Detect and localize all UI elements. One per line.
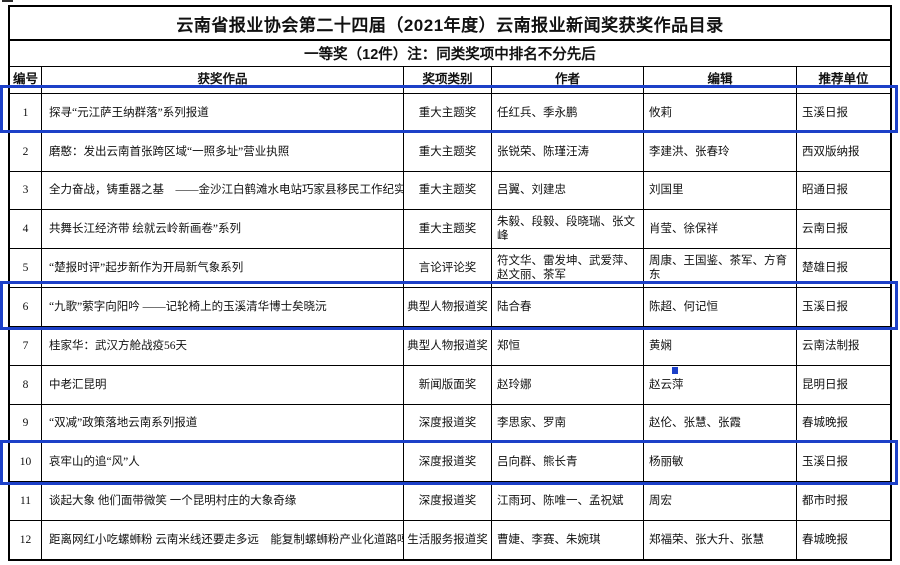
cell-authors: 曹婕、李赛、朱婉琪 xyxy=(492,521,644,559)
table-body: 1 探寻“元江萨王纳群落”系列报道 重大主题奖 任红兵、季永鹏 攸莉 玉溪日报 … xyxy=(10,94,890,559)
cell-category: 深度报道奖 xyxy=(404,443,492,482)
scan-artifact xyxy=(2,0,13,2)
cell-authors: 任红兵、季永鹏 xyxy=(492,94,644,132)
cell-editors: 赵伦、张慧、张霞 xyxy=(644,404,797,443)
cell-no: 11 xyxy=(10,482,42,521)
cell-authors: 朱毅、段毅、段晓瑞、张文峰 xyxy=(492,210,644,249)
cell-category: 生活服务报道奖 xyxy=(404,521,492,559)
cell-no: 8 xyxy=(10,365,42,404)
cell-unit: 春城晚报 xyxy=(802,417,848,430)
table-row: 9 “双减”政策落地云南系列报道 深度报道奖 李思家、罗南 赵伦、张慧、张霞 春… xyxy=(10,404,890,444)
table-row: 2 磨憨：发出云南首张跨区域“一照多址”营业执照 重大主题奖 张锐荣、陈瑾汪涛 … xyxy=(10,132,890,172)
cell-authors: 张锐荣、陈瑾汪涛 xyxy=(492,132,644,171)
cell-work: 谈起大象 他们面带微笑 一个昆明村庄的大象奇缘 xyxy=(42,482,404,521)
table-row: 7 桂家华：武汉方舱战疫56天 典型人物报道奖 郑恒 黄娴 云南法制报 xyxy=(10,326,890,366)
cell-authors: 符文华、雷发坤、武爱萍、赵文丽、茶军 xyxy=(492,249,644,288)
cell-no: 3 xyxy=(10,171,42,210)
cell-unit: 玉溪日报 xyxy=(802,456,848,469)
cell-work: 中老汇昆明 xyxy=(42,365,404,404)
page-title: 云南省报业协会第二十四届（2021年度）云南报业新闻奖获奖作品目录 xyxy=(10,7,890,41)
table-row: 11 谈起大象 他们面带微笑 一个昆明村庄的大象奇缘 深度报道奖 江雨珂、陈唯一… xyxy=(10,482,890,522)
cell-no: 10 xyxy=(10,443,42,482)
cell-authors: 陆合春 xyxy=(492,288,644,326)
table-header-row: 编号 获奖作品 奖项类别 作者 编辑 推荐单位 xyxy=(10,67,890,94)
cell-no: 6 xyxy=(10,288,42,326)
table-row: 3 全力奋战，铸重器之基 ——金沙江白鹤滩水电站巧家县移民工作纪实 重大主题奖 … xyxy=(10,171,890,211)
cell-editors: 赵云萍 xyxy=(644,365,797,404)
table-row: 1 探寻“元江萨王纳群落”系列报道 重大主题奖 任红兵、季永鹏 攸莉 玉溪日报 xyxy=(10,94,890,133)
col-header-editors: 编辑 xyxy=(644,67,797,93)
col-header-work: 获奖作品 xyxy=(42,67,404,93)
cell-unit: 春城晚报 xyxy=(802,533,848,546)
cell-editors: 周宏 xyxy=(644,482,797,521)
cell-work: 桂家华：武汉方舱战疫56天 xyxy=(42,326,404,365)
cell-work: 全力奋战，铸重器之基 ——金沙江白鹤滩水电站巧家县移民工作纪实 xyxy=(42,171,404,210)
cell-unit: 楚雄日报 xyxy=(802,262,848,275)
cell-editors: 刘国里 xyxy=(644,171,797,210)
section-subtitle: 一等奖（12件）注：同类奖项中排名不分先后 xyxy=(10,41,890,67)
cell-no: 9 xyxy=(10,404,42,443)
cell-editors: 攸莉 xyxy=(644,94,797,132)
cell-unit: 都市时报 xyxy=(802,495,848,507)
cell-category: 典型人物报道奖 xyxy=(404,326,492,365)
table-row: 6 “九歌”萦字向阳吟 ——记轮椅上的玉溪清华博士矣晓沅 典型人物报道奖 陆合春… xyxy=(10,288,890,327)
cell-unit: 玉溪日报 xyxy=(802,300,848,313)
cell-unit: 玉溪日报 xyxy=(802,106,848,119)
cell-category: 言论评论奖 xyxy=(404,249,492,288)
cell-authors: 李思家、罗南 xyxy=(492,404,644,443)
cell-work: 探寻“元江萨王纳群落”系列报道 xyxy=(42,94,404,132)
table-row: 5 “楚报时评”起步新作为开局新气象系列 言论评论奖 符文华、雷发坤、武爱萍、赵… xyxy=(10,249,890,289)
cell-authors: 江雨珂、陈唯一、孟祝斌 xyxy=(492,482,644,521)
table-row: 12 距离网红小吃螺蛳粉 云南米线还要走多远 能复制螺蛳粉产业化道路吗？ 生活服… xyxy=(10,521,890,559)
col-header-unit: 推荐单位 xyxy=(818,72,869,87)
cell-category: 典型人物报道奖 xyxy=(404,288,492,326)
cell-authors: 吕向群、熊长青 xyxy=(492,443,644,482)
cell-work: 哀牢山的追“风”人 xyxy=(42,443,404,482)
cell-category: 重大主题奖 xyxy=(404,210,492,249)
awards-table: 云南省报业协会第二十四届（2021年度）云南报业新闻奖获奖作品目录 一等奖（12… xyxy=(8,5,892,561)
cell-category: 新闻版面奖 xyxy=(404,365,492,404)
cell-work: “双减”政策落地云南系列报道 xyxy=(42,404,404,443)
cell-work: 距离网红小吃螺蛳粉 云南米线还要走多远 能复制螺蛳粉产业化道路吗？ xyxy=(42,521,404,559)
cell-no: 7 xyxy=(10,326,42,365)
col-header-no: 编号 xyxy=(10,67,42,93)
cell-work: 磨憨：发出云南首张跨区域“一照多址”营业执照 xyxy=(42,132,404,171)
cell-editors: 郑福荣、张大升、张慧 xyxy=(644,521,797,559)
cell-editors: 周康、王国鉴、茶军、方育东 xyxy=(644,249,797,288)
cell-unit: 昭通日报 xyxy=(802,184,848,197)
cell-category: 重大主题奖 xyxy=(404,94,492,132)
cell-unit: 西双版纳报 xyxy=(802,145,860,158)
cell-category: 重大主题奖 xyxy=(404,171,492,210)
cell-unit: 云南日报 xyxy=(802,223,848,236)
cell-authors: 赵玲娜 xyxy=(492,365,644,404)
table-row: 4 共舞长江经济带 绘就云岭新画卷”系列 重大主题奖 朱毅、段毅、段晓瑞、张文峰… xyxy=(10,210,890,250)
cell-editors: 杨丽敏 xyxy=(644,443,797,482)
cell-work: “楚报时评”起步新作为开局新气象系列 xyxy=(42,249,404,288)
cell-no: 4 xyxy=(10,210,42,249)
table-row: 10 哀牢山的追“风”人 深度报道奖 吕向群、熊长青 杨丽敏 玉溪日报 xyxy=(10,443,890,483)
cell-authors: 吕翼、刘建忠 xyxy=(492,171,644,210)
cell-authors: 郑恒 xyxy=(492,326,644,365)
cell-category: 深度报道奖 xyxy=(404,404,492,443)
cell-unit: 昆明日报 xyxy=(802,378,848,391)
cell-unit: 云南法制报 xyxy=(802,339,860,352)
col-header-authors: 作者 xyxy=(492,67,644,93)
cell-editors: 肖莹、徐保祥 xyxy=(644,210,797,249)
cell-work: “九歌”萦字向阳吟 ——记轮椅上的玉溪清华博士矣晓沅 xyxy=(42,288,404,326)
cell-no: 2 xyxy=(10,132,42,171)
cell-no: 5 xyxy=(10,249,42,288)
cell-editors: 黄娴 xyxy=(644,326,797,365)
blue-selection-mark xyxy=(672,367,678,374)
cell-category: 深度报道奖 xyxy=(404,482,492,521)
col-header-category: 奖项类别 xyxy=(404,67,492,93)
table-row: 8 中老汇昆明 新闻版面奖 赵玲娜 赵云萍 昆明日报 xyxy=(10,365,890,405)
cell-editors: 陈超、何记恒 xyxy=(644,288,797,326)
cell-category: 重大主题奖 xyxy=(404,132,492,171)
cell-no: 1 xyxy=(10,94,42,132)
cell-no: 12 xyxy=(10,521,42,559)
cell-work: 共舞长江经济带 绘就云岭新画卷”系列 xyxy=(42,210,404,249)
cell-editors: 李建洪、张春玲 xyxy=(644,132,797,171)
